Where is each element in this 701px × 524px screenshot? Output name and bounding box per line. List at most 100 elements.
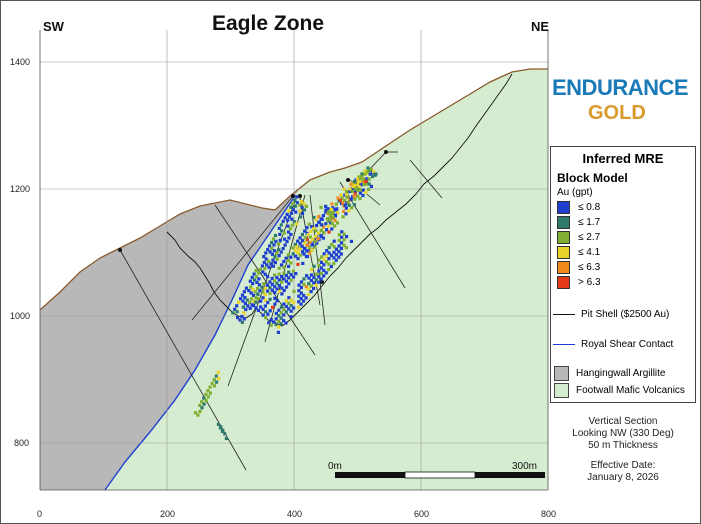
block-cell (265, 263, 269, 267)
block-cell (311, 237, 315, 241)
block-cell (280, 286, 284, 290)
block-cell (333, 213, 338, 217)
block-cell (350, 186, 354, 190)
block-cell (289, 255, 293, 259)
block-cell (243, 296, 247, 300)
block-cell (299, 285, 303, 290)
block-cell (329, 207, 333, 211)
block-cell (361, 188, 365, 192)
block-cell (264, 257, 268, 261)
direction-ne-label: NE (531, 19, 550, 34)
block-cell (273, 302, 277, 306)
block-cell (267, 265, 271, 269)
legend-pit-shell-row: Pit Shell ($2500 Au) (553, 309, 669, 320)
block-cell (223, 432, 227, 436)
block-cell (287, 307, 291, 311)
block-cell (324, 210, 328, 214)
block-cell (302, 282, 306, 286)
block-cell (261, 313, 265, 317)
block-cell (350, 206, 354, 210)
block-cell (277, 266, 281, 270)
block-cell (276, 242, 280, 246)
block-cell (283, 243, 287, 247)
block-cell (277, 254, 281, 258)
block-cell (332, 256, 336, 260)
block-cell (289, 273, 293, 277)
block-cell (251, 282, 255, 286)
block-cell (353, 197, 357, 201)
block-cell (300, 200, 304, 204)
block-cell (275, 281, 279, 285)
block-cell (261, 307, 265, 311)
block-cell (277, 314, 281, 318)
block-cell (249, 291, 253, 295)
block-cell (317, 264, 321, 268)
notes-line: Effective Date: (590, 460, 656, 471)
block-cell (325, 217, 330, 221)
block-cell (347, 209, 351, 213)
block-cell (282, 231, 286, 235)
block-cell (263, 292, 267, 297)
block-cell (281, 247, 285, 251)
block-cell (322, 268, 326, 272)
block-cell (240, 320, 244, 324)
block-cell (260, 264, 264, 268)
gridlines (40, 30, 548, 490)
block-cell (259, 305, 263, 309)
block-cell (319, 205, 323, 209)
block-cell (254, 300, 258, 304)
block-cell (297, 289, 301, 293)
block-cell (312, 281, 316, 285)
hangingwall-argillite-unit (40, 188, 300, 490)
block-cell (292, 289, 296, 293)
block-cell (314, 278, 318, 282)
block-cell (277, 248, 281, 252)
block-cell (273, 285, 277, 289)
block-cell (251, 287, 255, 292)
block-cell (257, 283, 261, 287)
block-cell (282, 271, 286, 275)
legend-grade-row: ≤ 0.8 (557, 200, 600, 214)
block-cell (295, 195, 299, 199)
block-cell (305, 243, 309, 248)
block-cell (342, 198, 346, 203)
block-cell (284, 299, 288, 303)
block-cell (274, 317, 278, 321)
block-cell (266, 247, 270, 252)
block-cell (342, 243, 346, 247)
block-cell (307, 282, 311, 286)
block-cell (298, 253, 302, 257)
block-cell (317, 269, 321, 273)
block-cell (307, 276, 311, 280)
legend-grade-row: ≤ 2.7 (557, 230, 600, 244)
block-cell (319, 271, 323, 276)
block-cell (358, 191, 363, 195)
block-cell (305, 274, 309, 278)
block-cell (244, 286, 248, 290)
block-cell (329, 213, 333, 217)
block-cell (242, 317, 246, 321)
block-cell (248, 300, 252, 304)
block-cell (272, 273, 277, 277)
shear-contact-label: Royal Shear Contact (581, 339, 674, 350)
legend-grade-row: > 6.3 (557, 275, 601, 289)
block-cell (312, 264, 316, 268)
block-cell (268, 309, 272, 313)
x-tick-label: 400 (287, 509, 302, 519)
block-cell (275, 275, 279, 280)
block-cell (258, 289, 262, 293)
block-cell (270, 288, 274, 292)
block-cell (362, 180, 366, 184)
block-cell (305, 226, 309, 230)
legend-title: Inferred MRE (582, 151, 664, 166)
block-cell (237, 300, 241, 304)
block-cell (308, 235, 313, 239)
block-cell (285, 212, 289, 216)
block-cell (241, 305, 245, 309)
block-cell (263, 304, 267, 308)
block-cell (336, 196, 340, 200)
block-cell (337, 250, 341, 254)
block-cell (300, 232, 304, 237)
block-cell (242, 290, 246, 294)
block-cell (253, 278, 257, 282)
